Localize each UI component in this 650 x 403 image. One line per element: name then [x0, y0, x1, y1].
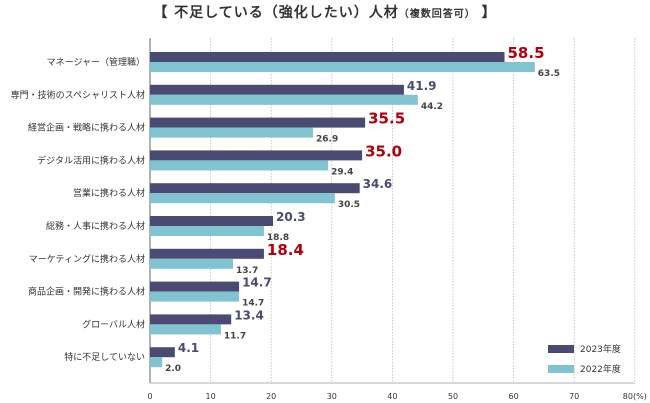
bar-2023	[150, 314, 232, 325]
x-tick-label: 40	[387, 392, 397, 401]
value-label-2023: 35.0	[365, 142, 402, 160]
category-label: 総務・人事に携わる人材	[46, 220, 145, 232]
title-open-bracket: 【	[153, 5, 169, 21]
value-label-2022: 29.4	[331, 167, 353, 177]
value-label-2022: 2.0	[165, 364, 181, 374]
legend-swatch-2022	[548, 365, 574, 373]
title-main: 不足している（強化したい）人材	[174, 5, 399, 21]
legend-label-2023: 2023年度	[580, 343, 621, 355]
bar-2022	[150, 357, 163, 368]
category-label: マネージャー（管理職）	[47, 56, 145, 68]
bar-2022	[150, 291, 240, 302]
chart-title: 【 不足している（強化したい）人材（複数回答可） 】	[0, 2, 650, 22]
bar-2022	[150, 94, 418, 105]
bar-2023	[150, 52, 505, 62]
category-label: グローバル人材	[82, 318, 145, 330]
x-tick-label: 50	[448, 392, 458, 401]
legend-swatch-2023	[548, 345, 574, 353]
bar-2023	[150, 248, 264, 259]
x-tick-label: 60	[509, 392, 519, 401]
bar-2023	[150, 84, 404, 95]
x-tick-label: 70	[569, 392, 579, 401]
category-label: 商品企画・開発に携わる人材	[28, 286, 145, 298]
category-label: 特に不足していない	[64, 351, 145, 363]
bar-2022	[150, 62, 535, 72]
title-note: （複数回答可）	[398, 9, 476, 20]
x-tick-label: 20	[266, 392, 276, 401]
value-label-2023: 58.5	[508, 44, 545, 62]
category-label: デジタル活用に携わる人材	[37, 154, 145, 166]
value-label-2023: 18.4	[267, 241, 304, 259]
value-label-2022: 63.5	[538, 69, 560, 79]
category-label: マーケティングに携わる人材	[29, 253, 145, 265]
bar-2023	[150, 347, 175, 358]
value-label-2022: 11.7	[224, 331, 246, 341]
value-label-2023: 41.9	[407, 79, 437, 93]
bar-2022	[150, 324, 221, 335]
value-label-2022: 13.7	[236, 266, 258, 276]
x-tick-label: 30	[327, 392, 337, 401]
bar-2022	[150, 258, 234, 269]
x-tick-label: 0	[147, 392, 152, 401]
value-label-2023: 14.7	[242, 276, 272, 290]
bar-2022	[150, 193, 335, 204]
title-close-bracket: 】	[481, 5, 497, 21]
category-label: 専門・技術のスペシャリスト人材	[11, 89, 145, 101]
value-label-2023: 4.1	[178, 341, 199, 355]
category-label: 経営企画・戦略に携わる人材	[28, 122, 145, 134]
value-label-2022: 26.9	[316, 135, 338, 145]
bar-2022	[150, 160, 329, 171]
x-tick-label: 80(%)	[623, 392, 647, 401]
bar-2023	[150, 281, 240, 292]
value-label-2023: 20.3	[276, 210, 306, 224]
x-tick-label: 10	[206, 392, 216, 401]
value-label-2023: 13.4	[234, 308, 264, 322]
bar-2022	[150, 127, 314, 138]
value-label-2023: 34.6	[363, 177, 393, 191]
bar-2023	[150, 183, 360, 194]
bar-2023	[150, 150, 363, 161]
value-label-2022: 18.8	[267, 233, 289, 243]
value-label-2023: 35.5	[368, 110, 405, 128]
legend-label-2022: 2022年度	[580, 363, 621, 375]
value-label-2022: 30.5	[338, 200, 360, 210]
bar-2022	[150, 226, 264, 236]
bar-2023	[150, 117, 366, 128]
value-label-2022: 14.7	[242, 299, 264, 309]
category-label: 営業に携わる人材	[73, 187, 145, 199]
value-label-2022: 44.2	[421, 102, 443, 112]
bar-2023	[150, 216, 274, 226]
